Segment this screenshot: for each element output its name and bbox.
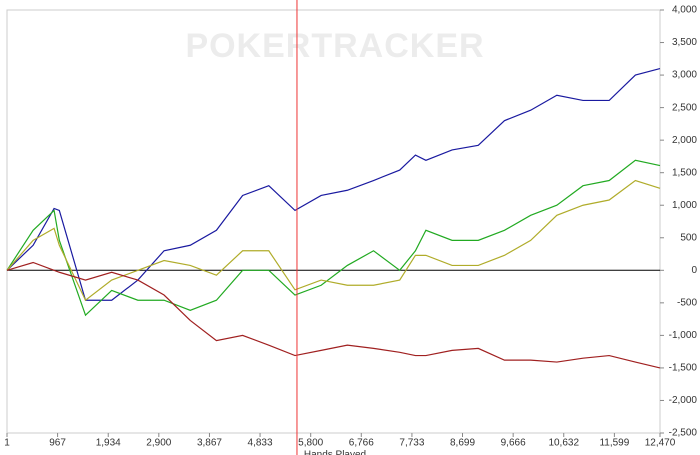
x-tick-label: 8,699 (450, 438, 475, 449)
series-line (6, 261, 661, 369)
y-tick-label: 1,000 (672, 200, 697, 211)
y-tick-label: 500 (680, 232, 697, 243)
y-tick-label: -500 (677, 297, 697, 308)
y-tick-label: 3,000 (672, 70, 697, 81)
x-tick-label: 5,800 (298, 438, 323, 449)
x-tick-label: 12,470 (645, 438, 676, 449)
x-tick-label: 9,666 (501, 438, 526, 449)
series-line (6, 179, 661, 302)
y-tick-label: -1,500 (669, 363, 698, 374)
x-tick-label: 11,599 (599, 438, 629, 449)
x-tick-label: 4,833 (248, 438, 273, 449)
x-tick-label: 1 (4, 438, 10, 449)
x-axis-label: Hands Played (304, 450, 366, 455)
y-tick-label: 2,500 (672, 102, 697, 113)
series-line (6, 159, 661, 317)
x-tick-label: 1,934 (96, 438, 121, 449)
y-tick-label: 3,500 (672, 37, 697, 48)
x-tick-label: 967 (49, 438, 66, 449)
y-tick-label: 4,000 (672, 5, 697, 16)
y-tick-label: -2,500 (669, 428, 698, 439)
y-tick-label: -2,000 (669, 395, 698, 406)
y-tick-label: 2,000 (672, 135, 697, 146)
plot-border (6, 9, 661, 434)
x-tick-label: 7,733 (399, 438, 424, 449)
x-tick-label: 2,900 (146, 438, 171, 449)
y-tick-label: 0 (691, 265, 697, 276)
series-line (6, 67, 661, 301)
x-tick-label: 6,766 (349, 438, 374, 449)
x-tick-label: 10,632 (548, 438, 579, 449)
y-tick-label: 1,500 (672, 167, 697, 178)
x-tick-label: 3,867 (197, 438, 222, 449)
y-tick-label: -1,000 (669, 330, 698, 341)
watermark: POKERTRACKER (185, 27, 484, 65)
